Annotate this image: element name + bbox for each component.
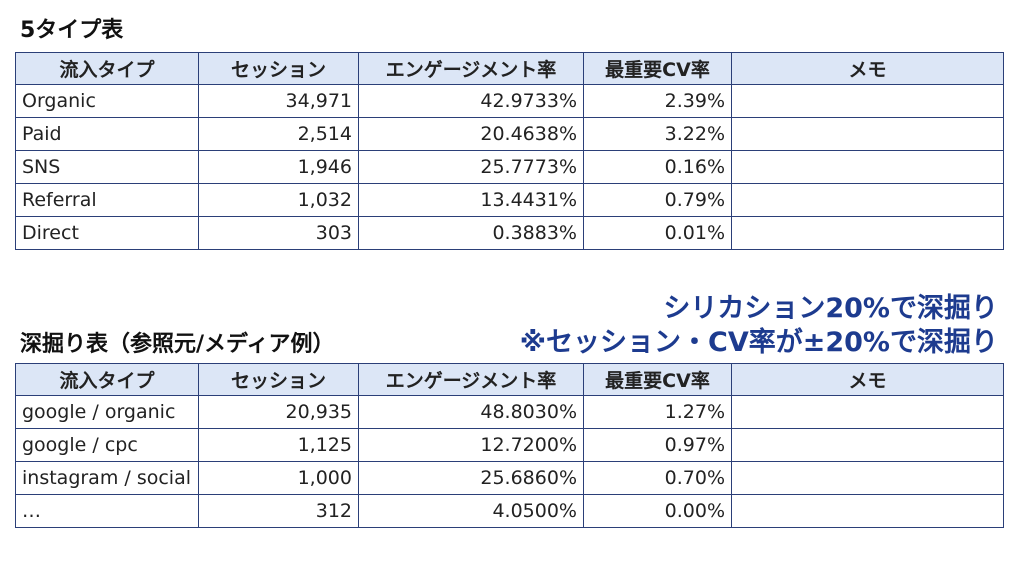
cell: 20.4638%	[358, 117, 584, 151]
cell: google / cpc	[15, 428, 199, 462]
row: … 312 4.0500% 0.00%	[15, 494, 1004, 528]
cell: SNS	[15, 150, 199, 184]
row: Direct 303 0.3883% 0.01%	[15, 216, 1004, 250]
memo-cell	[731, 117, 1004, 151]
cell: 0.3883%	[358, 216, 584, 250]
row: google / organic 20,935 48.8030% 1.27%	[15, 395, 1004, 429]
row: Organic 34,971 42.9733% 2.39%	[15, 84, 1004, 118]
row: SNS 1,946 25.7773% 0.16%	[15, 150, 1004, 184]
header-cell: 流入タイプ	[15, 363, 199, 396]
memo-cell	[731, 428, 1004, 462]
memo-cell	[731, 461, 1004, 495]
cell: 25.7773%	[358, 150, 584, 184]
cell: 2.39%	[583, 84, 732, 118]
memo-cell	[731, 183, 1004, 217]
cell: 1.27%	[583, 395, 732, 429]
cell: 2,514	[198, 117, 359, 151]
row: Paid 2,514 20.4638% 3.22%	[15, 117, 1004, 151]
cell: 48.8030%	[358, 395, 584, 429]
title: 深掘り表（参照元/メディア例）	[20, 332, 335, 357]
cell: google / organic	[15, 395, 199, 429]
cell: Referral	[15, 183, 199, 217]
memo-cell	[731, 494, 1004, 528]
row: instagram / social 1,000 25.6860% 0.70%	[15, 461, 1004, 495]
cell: 1,032	[198, 183, 359, 217]
header-cell: 最重要CV率	[583, 363, 732, 396]
cell: Organic	[15, 84, 199, 118]
row: Referral 1,032 13.4431% 0.79%	[15, 183, 1004, 217]
cell: 4.0500%	[358, 494, 584, 528]
memo-cell	[731, 84, 1004, 118]
cell: 1,000	[198, 461, 359, 495]
cell: instagram / social	[15, 461, 199, 495]
header-cell: セッション	[198, 52, 359, 85]
cell: 303	[198, 216, 359, 250]
cell: 0.16%	[583, 150, 732, 184]
table: 流入タイプ セッション エンゲージメント率 最重要CV率 メモ google / orga…	[15, 363, 1004, 528]
cell: …	[15, 494, 199, 528]
table: 流入タイプ セッション エンゲージメント率 最重要CV率 メモ Organic 34,971…	[15, 52, 1004, 250]
cell: 13.4431%	[358, 183, 584, 217]
memo-cell	[731, 216, 1004, 250]
cell: 42.9733%	[358, 84, 584, 118]
header-cell: 最重要CV率	[583, 52, 732, 85]
cell: 0.01%	[583, 216, 732, 250]
memo-cell	[731, 395, 1004, 429]
cell: 312	[198, 494, 359, 528]
header-row: 流入タイプ セッション エンゲージメント率 最重要CV率 メモ	[15, 363, 1004, 396]
header-cell: エンゲージメント率	[358, 52, 584, 85]
note: ※セッション・CV率が±20%で深掘り	[519, 327, 998, 358]
header-cell: メモ	[731, 363, 1004, 396]
memo-cell	[731, 150, 1004, 184]
cell: 25.6860%	[358, 461, 584, 495]
header-cell: メモ	[731, 52, 1004, 85]
header-row: 流入タイプ セッション エンゲージメント率 最重要CV率 メモ	[15, 52, 1004, 85]
title: 5タイプ表	[20, 18, 124, 43]
cell: 0.79%	[583, 183, 732, 217]
header-cell: 流入タイプ	[15, 52, 199, 85]
header-cell: エンゲージメント率	[358, 363, 584, 396]
cell: 0.97%	[583, 428, 732, 462]
cell: Direct	[15, 216, 199, 250]
cell: 1,946	[198, 150, 359, 184]
cell: 0.70%	[583, 461, 732, 495]
header-cell: セッション	[198, 363, 359, 396]
cell: Paid	[15, 117, 199, 151]
cell: 1,125	[198, 428, 359, 462]
cell: 12.7200%	[358, 428, 584, 462]
cell: 20,935	[198, 395, 359, 429]
cell: 0.00%	[583, 494, 732, 528]
cell: 3.22%	[583, 117, 732, 151]
row: google / cpc 1,125 12.7200% 0.97%	[15, 428, 1004, 462]
note: シリカション20%で深掘り	[663, 293, 998, 324]
cell: 34,971	[198, 84, 359, 118]
